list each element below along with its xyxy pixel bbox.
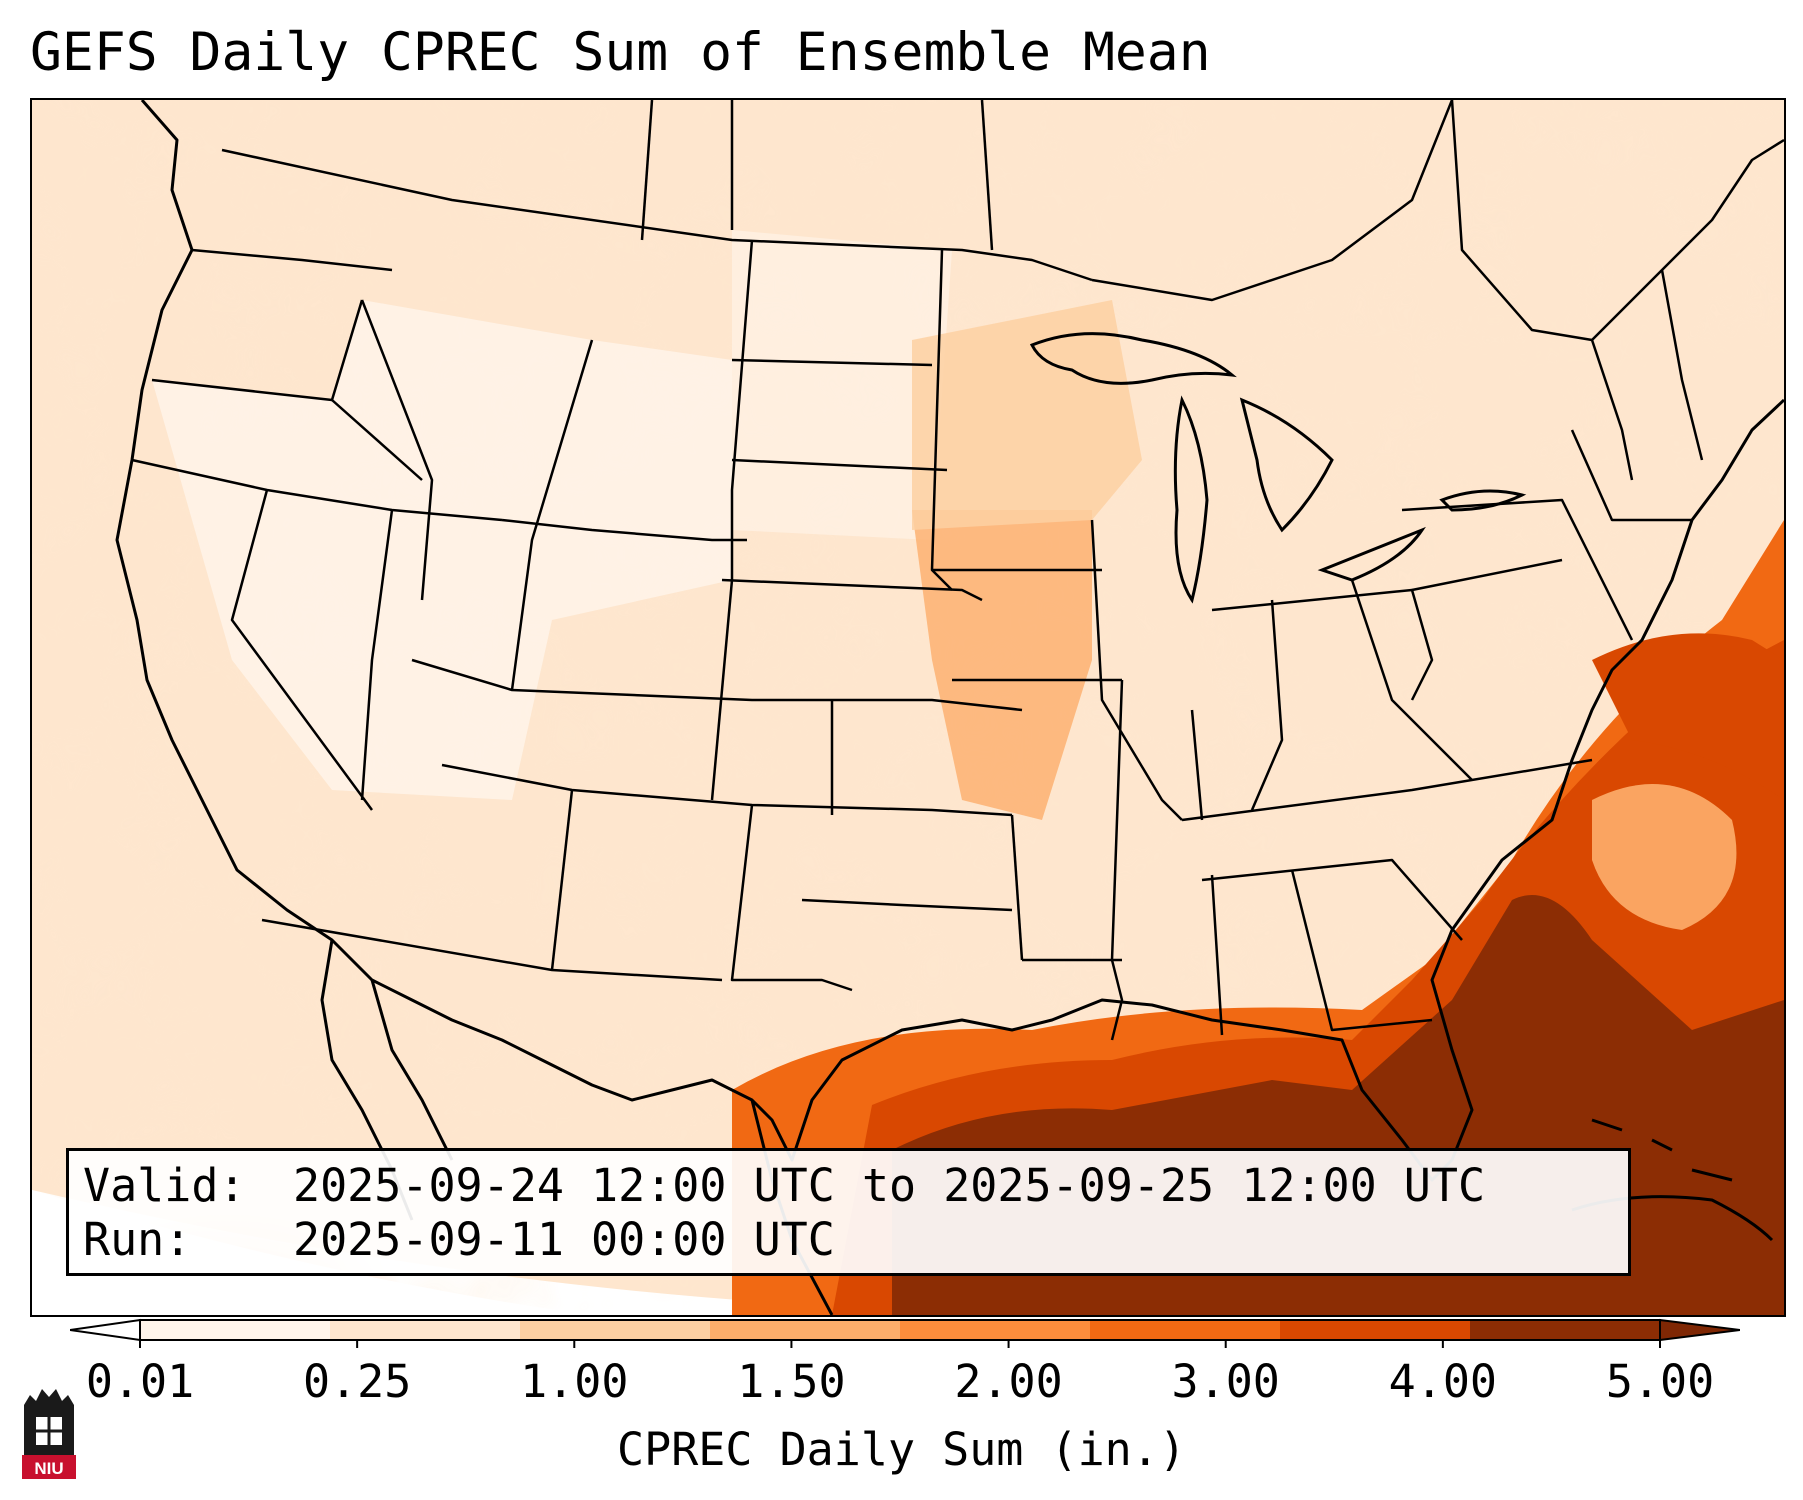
precip-upper-midwest: [912, 300, 1142, 530]
run-info-box: Valid: 2025-09-24 12:00 UTC to 2025-09-2…: [66, 1148, 1631, 1276]
colorbar-tick-label: 4.00: [1388, 1355, 1498, 1408]
colorbar-tick-label: 5.00: [1605, 1355, 1715, 1408]
colorbar-under-arrow: [70, 1318, 141, 1342]
lake-erie: [1317, 526, 1426, 582]
map-outside-domain: [32, 1190, 592, 1315]
colorbar: [70, 1318, 1740, 1348]
colorbar-segment: [1280, 1320, 1471, 1340]
precip-atlantic-patch: [1592, 784, 1737, 930]
colorbar-tick-label: 0.01: [85, 1355, 195, 1408]
run-row: Run: 2025-09-11 00:00 UTC: [83, 1213, 1614, 1267]
colorbar-segments: [140, 1320, 1661, 1340]
lake-ontario: [1439, 489, 1527, 512]
political-borders: [131, 100, 1784, 1041]
colorbar-segment: [330, 1320, 521, 1340]
colorbar-segment: [1470, 1320, 1661, 1340]
lake-michigan: [1173, 395, 1209, 604]
colorbar-label: CPREC Daily Sum (in.): [617, 1423, 1186, 1476]
colorbar-outline: [139, 1319, 1661, 1341]
niu-logo: NIU: [22, 1389, 76, 1479]
colorbar-tick-labels: 0.01 0.25 1.00 1.50 2.00 3.00 4.00 5.00: [0, 1355, 1803, 1415]
coastline: [115, 100, 1784, 1182]
precip-light-west: [152, 300, 732, 800]
precip-midwest: [912, 510, 1092, 820]
precipitation-map: [30, 98, 1786, 1317]
run-value: 2025-09-11 00:00 UTC: [293, 1213, 835, 1266]
lake-superior: [1029, 332, 1237, 385]
map-canvas: [32, 100, 1784, 1315]
lake-huron: [1239, 397, 1334, 533]
precip-atlantic-heavy: [1592, 633, 1784, 800]
colorbar-ticks: [139, 1340, 1661, 1348]
map-title: GEFS Daily CPREC Sum of Ensemble Mean: [30, 22, 1211, 83]
colorbar-tick-label: 2.00: [954, 1355, 1063, 1408]
colorbar-over-arrow: [1659, 1318, 1740, 1342]
colorbar-segment: [520, 1320, 711, 1340]
valid-row: Valid: 2025-09-24 12:00 UTC to 2025-09-2…: [83, 1159, 1614, 1213]
logo-text: NIU: [34, 1459, 63, 1478]
colorbar-segment: [1090, 1320, 1281, 1340]
colorbar-segment: [710, 1320, 901, 1340]
colorbar-segment: [900, 1320, 1091, 1340]
colorbar-tick-label: 0.25: [302, 1355, 412, 1408]
logo-window-grid: [36, 1417, 62, 1445]
colorbar-tick-label: 3.00: [1171, 1355, 1280, 1408]
colorbar-segment: [140, 1320, 331, 1340]
valid-label: Valid:: [83, 1159, 246, 1212]
logo-band: [22, 1455, 76, 1479]
colorbar-tick-label: 1.00: [520, 1355, 629, 1408]
run-label: Run:: [83, 1213, 192, 1266]
colorbar-tick-label: 1.50: [737, 1355, 846, 1408]
valid-value: 2025-09-24 12:00 UTC to 2025-09-25 12:00…: [293, 1159, 1486, 1212]
